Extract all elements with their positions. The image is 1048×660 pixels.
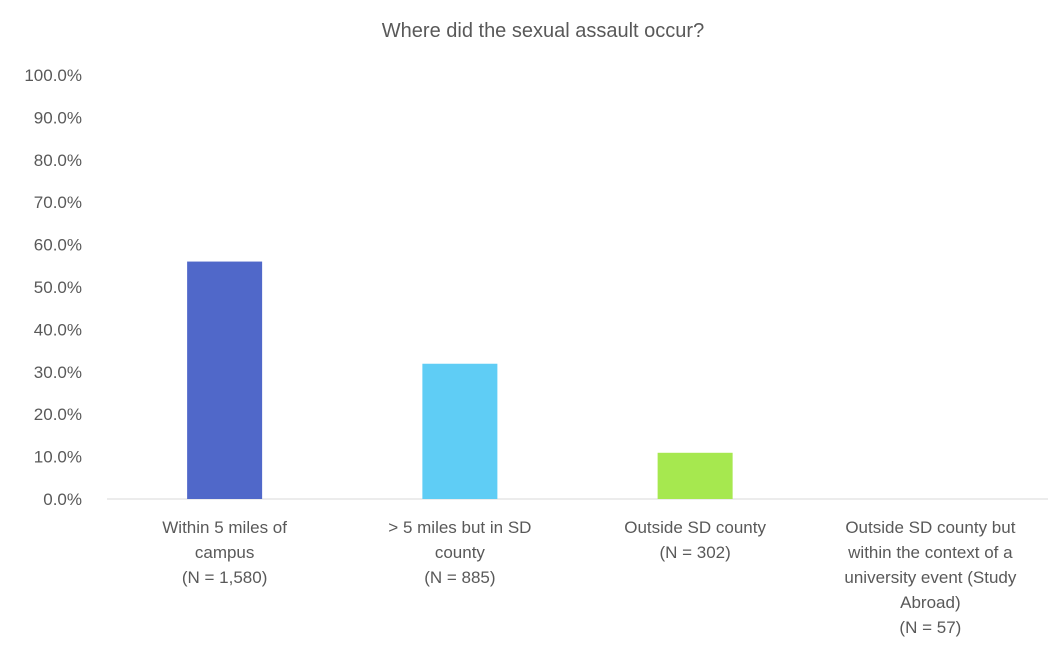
bar: [187, 261, 263, 499]
y-tick-label: 70.0%: [34, 193, 82, 212]
y-tick-label: 40.0%: [34, 320, 82, 339]
y-tick-label: 20.0%: [34, 405, 82, 424]
x-tick-label: Outside SD county but within the context …: [844, 518, 1016, 637]
x-tick-label: Outside SD county (N = 302): [624, 518, 766, 562]
x-tick-label: Within 5 miles of campus (N = 1,580): [162, 518, 287, 587]
chart-title: Where did the sexual assault occur?: [382, 20, 704, 42]
y-tick-label: 50.0%: [34, 278, 82, 297]
y-tick-label: 90.0%: [34, 108, 82, 127]
y-tick-label: 10.0%: [34, 448, 82, 467]
y-tick-label: 60.0%: [34, 236, 82, 255]
y-tick-label: 0.0%: [43, 490, 82, 509]
x-tick-label-line: Abroad): [900, 593, 960, 612]
bar: [422, 363, 498, 499]
x-tick-label-line: Outside SD county but: [845, 518, 1015, 537]
x-tick-label-line: Within 5 miles of: [162, 518, 287, 537]
x-tick-label-line: within the context of a: [847, 543, 1013, 562]
x-tick-label-line: university event (Study: [844, 568, 1016, 587]
x-tick-label-line: (N = 1,580): [182, 568, 268, 587]
y-tick-label: 80.0%: [34, 151, 82, 170]
x-tick-label: > 5 miles but in SD county (N = 885): [388, 518, 531, 587]
x-tick-label-line: > 5 miles but in SD: [388, 518, 531, 537]
x-tick-label-line: campus: [195, 543, 255, 562]
x-tick-label-line: county: [435, 543, 486, 562]
y-axis: 0.0% 10.0% 20.0% 30.0% 40.0% 50.0% 60.0% 70.0% 8…: [24, 66, 82, 509]
x-tick-label-line: (N = 57): [899, 618, 961, 637]
y-tick-label: 100.0%: [24, 66, 82, 85]
x-axis: Within 5 miles of campus (N = 1,580) > 5 mi…: [162, 518, 1017, 637]
x-tick-label-line: (N = 885): [424, 568, 495, 587]
bars: [187, 261, 733, 499]
bar: [657, 452, 733, 499]
x-tick-label-line: Outside SD county: [624, 518, 766, 537]
x-tick-label-line: (N = 302): [659, 543, 730, 562]
y-tick-label: 30.0%: [34, 363, 82, 382]
